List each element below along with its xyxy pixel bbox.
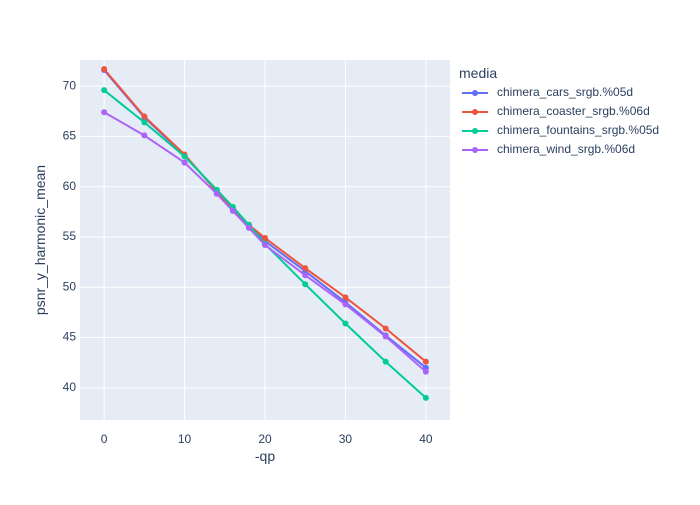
data-point bbox=[422, 368, 429, 375]
data-point bbox=[229, 207, 236, 214]
legend-swatch-marker bbox=[472, 90, 478, 96]
data-point bbox=[181, 159, 188, 166]
data-point bbox=[382, 358, 389, 365]
data-point bbox=[101, 66, 108, 73]
y-tick-label: 60 bbox=[63, 179, 77, 193]
data-point bbox=[141, 113, 148, 120]
legend-swatch-marker bbox=[472, 128, 478, 134]
x-axis-label: -qp bbox=[255, 448, 275, 464]
y-axis-label: psnr_y_harmonic_mean bbox=[32, 165, 48, 315]
data-point bbox=[302, 265, 309, 272]
x-tick-label: 20 bbox=[258, 432, 272, 446]
data-point bbox=[101, 87, 108, 94]
legend-swatch-marker bbox=[472, 147, 478, 153]
data-point bbox=[302, 272, 309, 279]
series-group bbox=[101, 66, 429, 401]
x-tick-label: 10 bbox=[178, 432, 192, 446]
legend-item-label: chimera_wind_srgb.%06d bbox=[497, 142, 635, 156]
data-point bbox=[262, 234, 268, 241]
y-tick-label: 50 bbox=[63, 279, 77, 293]
data-point bbox=[245, 224, 252, 231]
legend-item-label: chimera_cars_srgb.%05d bbox=[497, 85, 633, 99]
legend: media chimera_cars_srgb.%05d chimera_coas… bbox=[459, 65, 659, 156]
y-axis-ticks: 40 45 50 55 60 65 70 bbox=[63, 78, 77, 394]
data-point bbox=[141, 132, 148, 139]
data-point bbox=[342, 301, 349, 308]
data-point bbox=[422, 394, 429, 401]
y-tick-label: 70 bbox=[63, 78, 77, 92]
x-tick-label: 40 bbox=[419, 432, 433, 446]
data-point bbox=[213, 190, 220, 197]
legend-item-label: chimera_coaster_srgb.%06d bbox=[497, 104, 650, 118]
y-tick-label: 65 bbox=[63, 129, 77, 143]
x-tick-label: 0 bbox=[101, 432, 108, 446]
data-point bbox=[302, 281, 309, 288]
data-point bbox=[382, 333, 389, 340]
x-axis-ticks: 0 10 20 30 40 bbox=[101, 432, 433, 446]
y-tick-label: 55 bbox=[63, 229, 77, 243]
data-point bbox=[422, 358, 429, 365]
data-point bbox=[101, 109, 108, 116]
legend-swatch-marker bbox=[472, 109, 478, 115]
x-tick-label: 30 bbox=[339, 432, 353, 446]
legend-title: media bbox=[459, 65, 497, 81]
y-tick-label: 45 bbox=[63, 330, 77, 344]
data-point bbox=[342, 294, 349, 301]
data-point bbox=[262, 242, 268, 249]
data-point bbox=[342, 320, 349, 327]
y-tick-label: 40 bbox=[63, 380, 77, 394]
data-point bbox=[382, 325, 389, 332]
legend-item-label: chimera_fountains_srgb.%05d bbox=[497, 123, 659, 137]
data-point bbox=[141, 119, 148, 126]
data-point bbox=[181, 153, 188, 160]
